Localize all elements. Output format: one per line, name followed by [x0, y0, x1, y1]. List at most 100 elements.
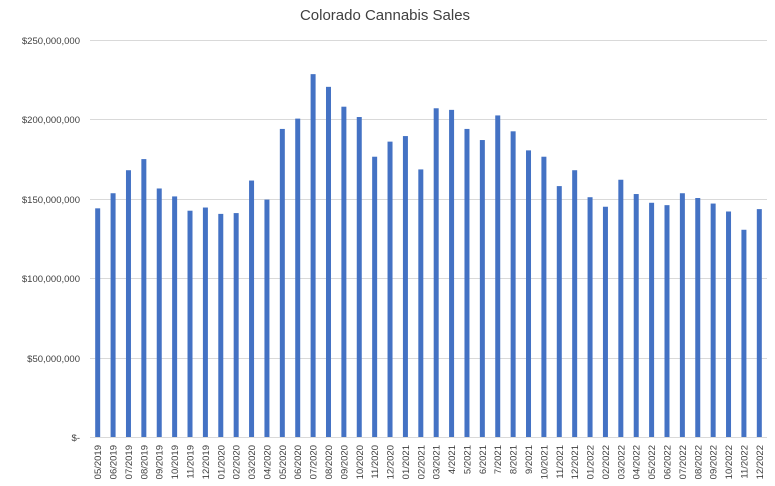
x-tick-label: 02/2022 — [601, 445, 612, 479]
y-tick-label: $100,000,000 — [22, 274, 80, 285]
bar — [279, 128, 285, 437]
bar — [633, 194, 639, 437]
x-tick-label: 01/2020 — [216, 445, 227, 479]
bar — [618, 179, 624, 438]
x-tick-label: 9/2021 — [524, 445, 535, 474]
bar — [110, 193, 116, 437]
x-tick-label: 05/2022 — [647, 445, 658, 479]
y-tick-label: $200,000,000 — [22, 115, 80, 126]
bar — [218, 213, 224, 437]
y-tick-label: $150,000,000 — [22, 195, 80, 206]
bar — [541, 156, 547, 437]
x-tick-label: 01/2021 — [401, 445, 412, 479]
bar — [156, 188, 162, 437]
x-tick-label: 6/2021 — [478, 445, 489, 474]
bar — [556, 186, 562, 437]
x-tick-label: 09/2020 — [339, 445, 350, 479]
x-tick-label: 04/2020 — [262, 445, 273, 479]
x-tick-label: 12/2020 — [386, 445, 397, 479]
bar — [402, 136, 408, 437]
bar — [125, 170, 131, 437]
bar — [649, 202, 655, 437]
bar — [187, 210, 193, 437]
bar — [295, 118, 301, 438]
x-tick-label: 4/2021 — [447, 445, 458, 474]
bar — [495, 115, 501, 438]
bar — [202, 207, 208, 437]
bar — [526, 150, 532, 437]
x-tick-label: 06/2022 — [662, 445, 673, 479]
bar — [587, 197, 593, 437]
x-tick-label: 10/2021 — [539, 445, 550, 479]
bar — [464, 128, 470, 437]
x-tick-label: 06/2020 — [293, 445, 304, 479]
x-tick-label: 02/2021 — [416, 445, 427, 479]
x-tick-label: 03/2021 — [432, 445, 443, 479]
x-tick-label: 01/2022 — [586, 445, 597, 479]
x-tick-label: 10/2022 — [724, 445, 735, 479]
x-tick-label: 07/2022 — [678, 445, 689, 479]
x-tick-label: 11/2019 — [186, 445, 197, 479]
bar — [726, 211, 732, 437]
x-tick-label: 11/2021 — [555, 445, 566, 479]
bar — [264, 199, 270, 437]
bar — [572, 170, 578, 437]
x-tick-label: 11/2022 — [739, 445, 750, 479]
y-tick-label: $50,000,000 — [27, 354, 80, 365]
x-tick-label: 03/2022 — [616, 445, 627, 479]
x-tick-label: 08/2019 — [139, 445, 150, 479]
bar — [695, 198, 701, 437]
x-tick-label: 10/2019 — [170, 445, 181, 479]
x-tick-label: 07/2019 — [124, 445, 135, 479]
bar — [664, 205, 670, 437]
x-tick-label: 04/2022 — [632, 445, 643, 479]
x-tick-label: 05/2020 — [278, 445, 289, 479]
bar — [141, 159, 147, 437]
bar — [249, 180, 255, 438]
bar — [310, 74, 316, 437]
bars — [95, 74, 762, 438]
x-tick-label: 12/2022 — [755, 445, 766, 479]
bar — [325, 86, 331, 437]
y-axis-tick-labels: $- $50,000,000 $100,000,000 $150,000,000 $20… — [22, 36, 80, 444]
x-axis-tick-labels: 05/2019 06/2019 07/2019 08/2019 09/2019 10/20… — [93, 445, 766, 479]
x-tick-label: 02/2020 — [232, 445, 243, 479]
bar — [479, 140, 485, 438]
x-tick-label: 06/2019 — [109, 445, 120, 479]
bar — [356, 117, 362, 438]
bar — [710, 203, 716, 437]
bar — [172, 196, 178, 437]
x-tick-label: 09/2022 — [709, 445, 720, 479]
x-tick-label: 7/2021 — [493, 445, 504, 474]
x-tick-label: 03/2020 — [247, 445, 258, 479]
x-tick-label: 08/2020 — [324, 445, 335, 479]
bar — [433, 108, 439, 437]
bar — [418, 169, 424, 438]
bar — [602, 206, 608, 437]
x-tick-label: 10/2020 — [355, 445, 366, 479]
bar — [679, 193, 685, 437]
x-tick-label: 5/2021 — [462, 445, 473, 474]
bar — [449, 109, 455, 438]
x-tick-label: 09/2019 — [155, 445, 166, 479]
x-tick-label: 8/2021 — [509, 445, 520, 474]
bar — [95, 208, 101, 437]
bar — [741, 229, 747, 437]
bar — [233, 213, 239, 437]
x-tick-label: 08/2022 — [693, 445, 704, 479]
x-tick-label: 11/2020 — [370, 445, 381, 479]
x-tick-label: 12/2021 — [570, 445, 581, 479]
bar — [387, 141, 393, 437]
chart-title: Colorado Cannabis Sales — [300, 7, 470, 24]
y-tick-label: $250,000,000 — [22, 36, 80, 47]
bar — [372, 156, 378, 437]
bar — [341, 106, 347, 437]
x-tick-label: 05/2019 — [93, 445, 104, 479]
bar — [510, 131, 516, 437]
x-tick-label: 07/2020 — [309, 445, 320, 479]
bar — [756, 209, 762, 437]
x-tick-label: 12/2019 — [201, 445, 212, 479]
y-tick-label: $- — [72, 433, 80, 444]
